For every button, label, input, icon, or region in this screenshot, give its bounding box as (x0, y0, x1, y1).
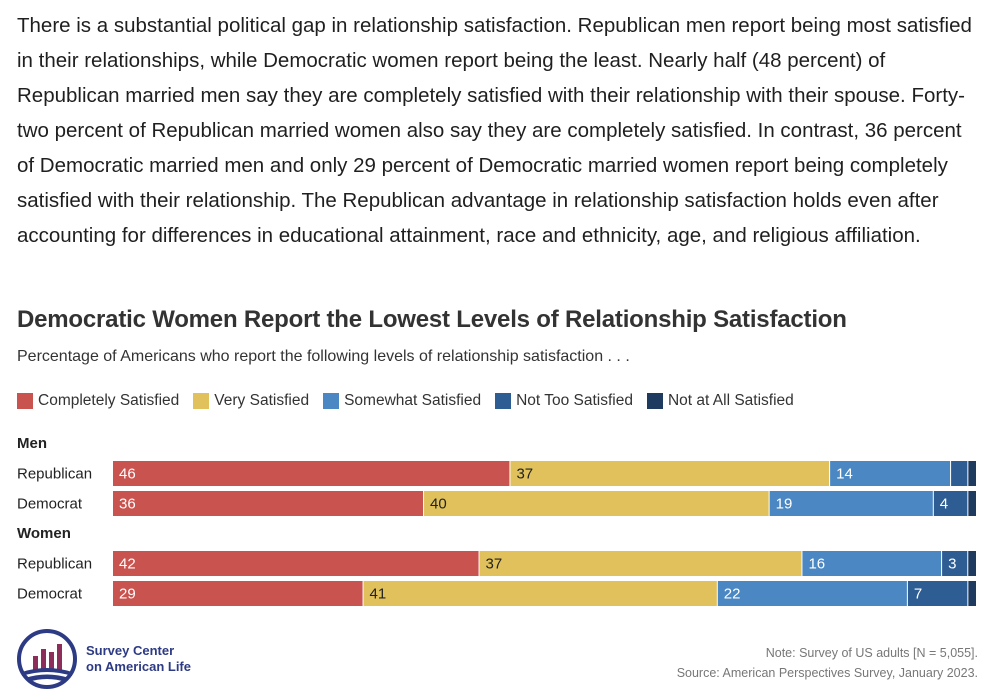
data-label: 40 (430, 496, 447, 513)
data-label: 29 (119, 586, 136, 603)
data-label: 19 (776, 496, 793, 513)
data-label: 16 (808, 556, 825, 573)
data-label: 46 (119, 466, 136, 483)
legend-swatch (17, 393, 33, 409)
bar-segment (363, 581, 717, 606)
group-label: Women (17, 525, 71, 542)
bar-segment (113, 491, 424, 516)
row-label: Republican (17, 556, 92, 573)
bar-segment (113, 461, 510, 486)
legend-item: Not Too Satisfied (495, 392, 633, 410)
bar-segment (942, 551, 968, 576)
group-label: Men (17, 435, 47, 452)
legend-label: Completely Satisfied (38, 392, 180, 409)
bar-segment (968, 551, 976, 576)
chart-footer: Note: Survey of US adults [N = 5,055]. S… (677, 643, 978, 683)
legend-swatch (323, 393, 340, 409)
chart-subtitle: Percentage of Americans who report the f… (17, 348, 630, 365)
bar-segment (951, 461, 968, 486)
data-label: 7 (914, 586, 922, 603)
bar-segment (830, 461, 951, 486)
bar-segment (907, 581, 968, 606)
data-label: 22 (724, 586, 741, 603)
bar-segment (479, 551, 802, 576)
survey-center-logo-icon (17, 629, 77, 689)
row-label: Republican (17, 466, 92, 483)
legend-label: Very Satisfied (214, 392, 310, 409)
bar-segment (113, 581, 363, 606)
logo-line-1: Survey Center (86, 643, 175, 658)
bar-segment (933, 491, 968, 516)
bar-segment (424, 491, 769, 516)
data-label: 4 (940, 496, 948, 513)
bar-segment (717, 581, 907, 606)
data-label: 37 (486, 556, 503, 573)
legend-swatch (193, 393, 210, 409)
chart-source: Source: American Perspectives Survey, Ja… (676, 666, 978, 680)
data-label: 36 (119, 496, 136, 513)
row-label: Democrat (17, 496, 83, 513)
bar-segment (510, 461, 830, 486)
logo: Survey Center on American Life (16, 628, 191, 690)
row-label: Democrat (17, 586, 83, 603)
legend-label: Not at All Satisfied (667, 392, 794, 409)
bar-segment (802, 551, 942, 576)
bar-segment (968, 461, 976, 486)
data-label: 37 (516, 466, 533, 483)
chart-legend: Completely Satisfied Very Satisfied Somewh… (17, 392, 808, 410)
legend-item: Not at All Satisfied (646, 392, 794, 410)
article-paragraph: There is a substantial political gap in … (17, 14, 972, 247)
logo-line-2: on American Life (86, 659, 191, 674)
chart-note: Note: Survey of US adults [N = 5,055]. (765, 646, 978, 660)
chart-title: Democratic Women Report the Lowest Level… (17, 306, 847, 333)
legend-swatch (495, 393, 512, 409)
bar-segment (968, 491, 976, 516)
bar-segment (113, 551, 479, 576)
data-label: 14 (836, 466, 853, 483)
legend-item: Somewhat Satisfied (323, 392, 481, 410)
legend-label: Somewhat Satisfied (344, 392, 482, 409)
data-label: 3 (948, 556, 956, 573)
legend-item: Very Satisfied (193, 392, 309, 410)
bar-segment (968, 581, 976, 606)
legend-item: Completely Satisfied (17, 392, 179, 410)
bar-segment (769, 491, 933, 516)
data-label: 41 (370, 586, 387, 603)
legend-label: Not Too Satisfied (516, 392, 633, 409)
legend-swatch (646, 393, 663, 409)
data-label: 42 (119, 556, 136, 573)
